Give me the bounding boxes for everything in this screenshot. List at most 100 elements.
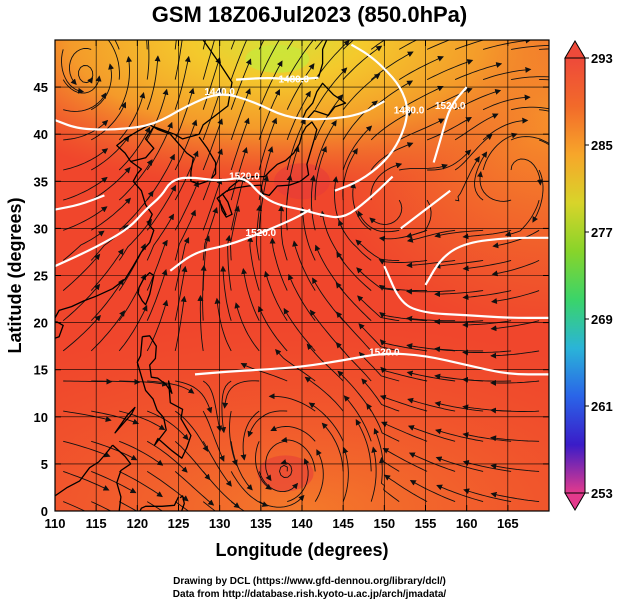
streamline [382,448,428,472]
streamline [146,153,175,201]
streamline [286,40,294,50]
streamline [175,380,213,414]
streamline [378,284,428,292]
streamline [463,488,512,503]
streamline [114,40,120,50]
streamline [146,239,168,291]
streamline [356,267,400,292]
streamline [202,148,223,201]
streamline [258,40,265,50]
contour-label: 1520.0 [369,348,400,359]
streamline [308,402,344,442]
streamline [230,176,246,231]
streamline [379,311,428,322]
streamline [337,219,372,261]
streamline [202,40,215,80]
streamline [202,178,223,231]
streamline [146,184,176,231]
streamline [490,350,540,359]
streamline [504,199,540,237]
streamline [357,210,400,233]
streamline [202,441,232,487]
streamline [174,180,199,231]
streamline [426,117,472,141]
colorbar-body [564,57,586,494]
contour-line [194,352,549,376]
x-tick-label: 145 [332,516,354,531]
streamline [63,440,111,458]
streamline [462,376,512,383]
streamline [63,378,113,385]
colorbar-top-triangle-icon [564,40,586,59]
streamline [287,458,310,503]
streamline [454,133,493,171]
streamline [286,118,306,171]
streamline [202,40,207,50]
streamline [63,410,112,422]
streamline [342,45,383,80]
streamline [436,484,484,503]
colorbar-tick-label: 277 [591,225,613,240]
streamline [146,55,161,110]
streamline [147,380,195,394]
streamline [490,407,540,414]
streamline [222,380,260,409]
streamline [511,76,549,81]
streamline [355,239,400,261]
contour-line [55,175,394,268]
streamline [482,40,532,50]
streamline [511,44,549,50]
streamline [538,139,549,146]
streamline [234,302,260,352]
streamline [63,501,86,511]
contour-label: 1520.0 [435,101,466,112]
streamline [230,205,241,261]
coastline [139,496,180,511]
streamline [230,471,269,507]
contour-label: 1520.0 [246,228,277,239]
y-tick-label: 20 [34,316,48,331]
coastline [301,82,347,121]
credit-data: Data from http://database.rish.kyoto-u.a… [172,589,447,600]
streamline [434,229,484,239]
streamline [202,235,211,291]
streamline [258,40,280,80]
streamline [90,278,124,322]
streamline [491,259,540,277]
streamline [366,403,400,442]
x-tick-label: 125 [168,516,190,531]
streamline [462,431,512,442]
contour-line [236,76,319,81]
streamline [406,315,456,322]
streamline [247,410,288,438]
streamline [63,92,107,112]
streamline [256,204,263,261]
streamline [407,425,456,442]
streamline [314,145,327,201]
streamline [118,126,151,171]
y-tick-label: 5 [41,457,48,472]
streamline [434,401,484,412]
x-tick-label: 155 [415,516,437,531]
streamline [434,318,484,325]
x-tick-label: 115 [86,516,107,531]
streamline [511,106,549,111]
streamline [342,447,349,502]
y-tick-label: 10 [34,410,48,425]
streamline [230,501,246,511]
streamline [286,63,315,110]
streamline [146,299,169,352]
streamline [258,175,269,231]
y-tick-label: 45 [34,80,48,95]
streamline [539,48,549,50]
streamline [539,109,549,112]
streamline [230,58,252,110]
streamline [202,56,222,110]
streamline [255,441,272,490]
streamline [230,88,251,141]
contour-line [424,236,549,286]
streamline [426,87,473,111]
height-contours: 1440.0 1480.0 1480.0 1520.0 1520.0 1520.0 1520… [55,43,549,376]
streamline [490,435,540,442]
